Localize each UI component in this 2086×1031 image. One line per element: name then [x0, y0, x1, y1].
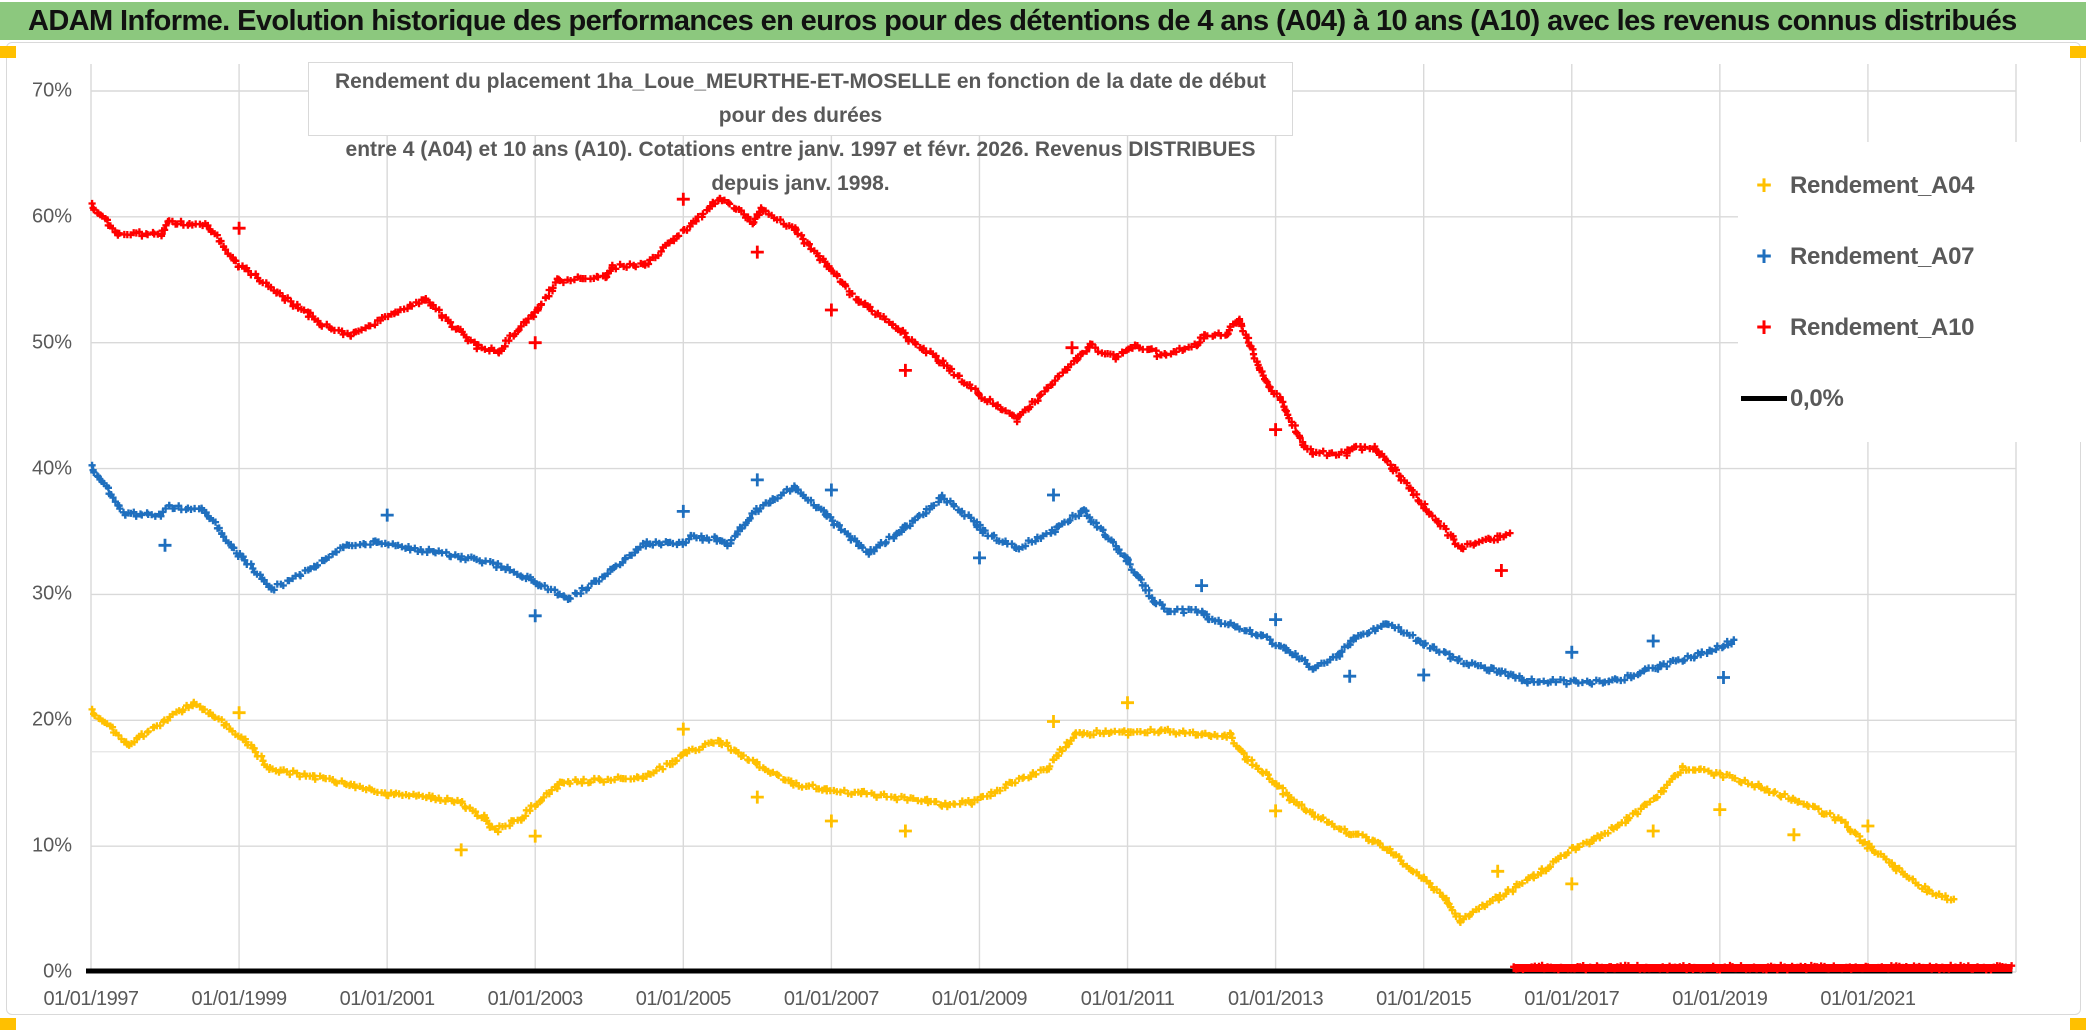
legend-label: Rendement_A10: [1790, 313, 1975, 341]
legend-label: 0,0%: [1790, 384, 1844, 412]
series-dense-markers: [1510, 961, 2016, 974]
title-bar: ADAM Informe. Evolution historique des p…: [0, 2, 2086, 40]
y-axis-label: 10%: [31, 834, 72, 857]
legend-entry-rendement-a10: + Rendement_A10: [1738, 311, 2083, 345]
x-axis-label: 01/01/2017: [1524, 988, 1620, 1010]
legend-entry-0-0-: 0,0%: [1738, 382, 2083, 416]
corner-accent-bottom-left: [0, 1018, 16, 1030]
x-axis-label: 01/01/2021: [1820, 988, 1916, 1010]
y-axis-label: 40%: [31, 457, 72, 480]
x-axis-label: 01/01/2013: [1228, 988, 1324, 1010]
x-axis-label: 01/01/2001: [339, 988, 436, 1010]
legend-line-marker-icon: [1741, 396, 1787, 401]
x-axis-label: 01/01/2015: [1376, 988, 1472, 1010]
chart-subtitle-box: Rendement du placement 1ha_Loue_MEURTHE-…: [308, 62, 1293, 195]
legend-entry-rendement-a07: + Rendement_A07: [1738, 240, 2083, 274]
series-dense-markers: [88, 698, 1958, 926]
x-axis-label: 01/01/1997: [43, 988, 139, 1010]
legend-plus-marker-icon: +: [1756, 241, 1772, 271]
x-axis-label: 01/01/2009: [931, 988, 1028, 1010]
chart-frame: [6, 42, 2081, 1015]
y-axis-label: 60%: [31, 205, 72, 228]
series-outlier-markers: [232, 192, 1508, 577]
page-title: ADAM Informe. Evolution historique des p…: [28, 4, 2017, 37]
legend-plus-marker-icon: +: [1756, 170, 1772, 200]
y-axis-label: 20%: [31, 708, 72, 731]
legend-label: Rendement_A07: [1790, 242, 1975, 270]
corner-accent-top-left: [0, 46, 16, 58]
legend-plus-marker-icon: +: [1756, 312, 1772, 342]
series-outlier-markers: [232, 696, 1875, 891]
x-axis-label: 01/01/2007: [783, 988, 880, 1010]
series-outlier-markers: [158, 473, 1730, 684]
chart-subtitle-line1: Rendement du placement 1ha_Loue_MEURTHE-…: [334, 70, 1267, 127]
x-axis-label: 01/01/2011: [1080, 988, 1175, 1010]
x-axis-label: 01/01/2019: [1672, 988, 1768, 1010]
corner-accent-top-right: [2070, 46, 2086, 58]
x-axis-label: 01/01/1999: [191, 988, 288, 1010]
y-axis-label: 30%: [31, 582, 72, 605]
legend-entry-rendement-a04: + Rendement_A04: [1738, 169, 2083, 203]
y-axis-label: 0%: [43, 960, 72, 983]
series-dense-markers: [88, 461, 1738, 688]
chart-subtitle-line2: entre 4 (A04) et 10 ans (A10). Cotations…: [345, 138, 1256, 195]
series-dense-markers: [88, 194, 1514, 553]
chart-legend: + Rendement_A04 + Rendement_A07 + Rendement_A…: [1738, 142, 2083, 442]
corner-accent-bottom-right: [2070, 1018, 2086, 1030]
y-axis-label: 50%: [31, 331, 72, 354]
x-axis-label: 01/01/2003: [487, 988, 584, 1010]
x-axis-label: 01/01/2005: [635, 988, 732, 1010]
legend-label: Rendement_A04: [1790, 171, 1975, 199]
y-axis-label: 70%: [31, 79, 72, 102]
